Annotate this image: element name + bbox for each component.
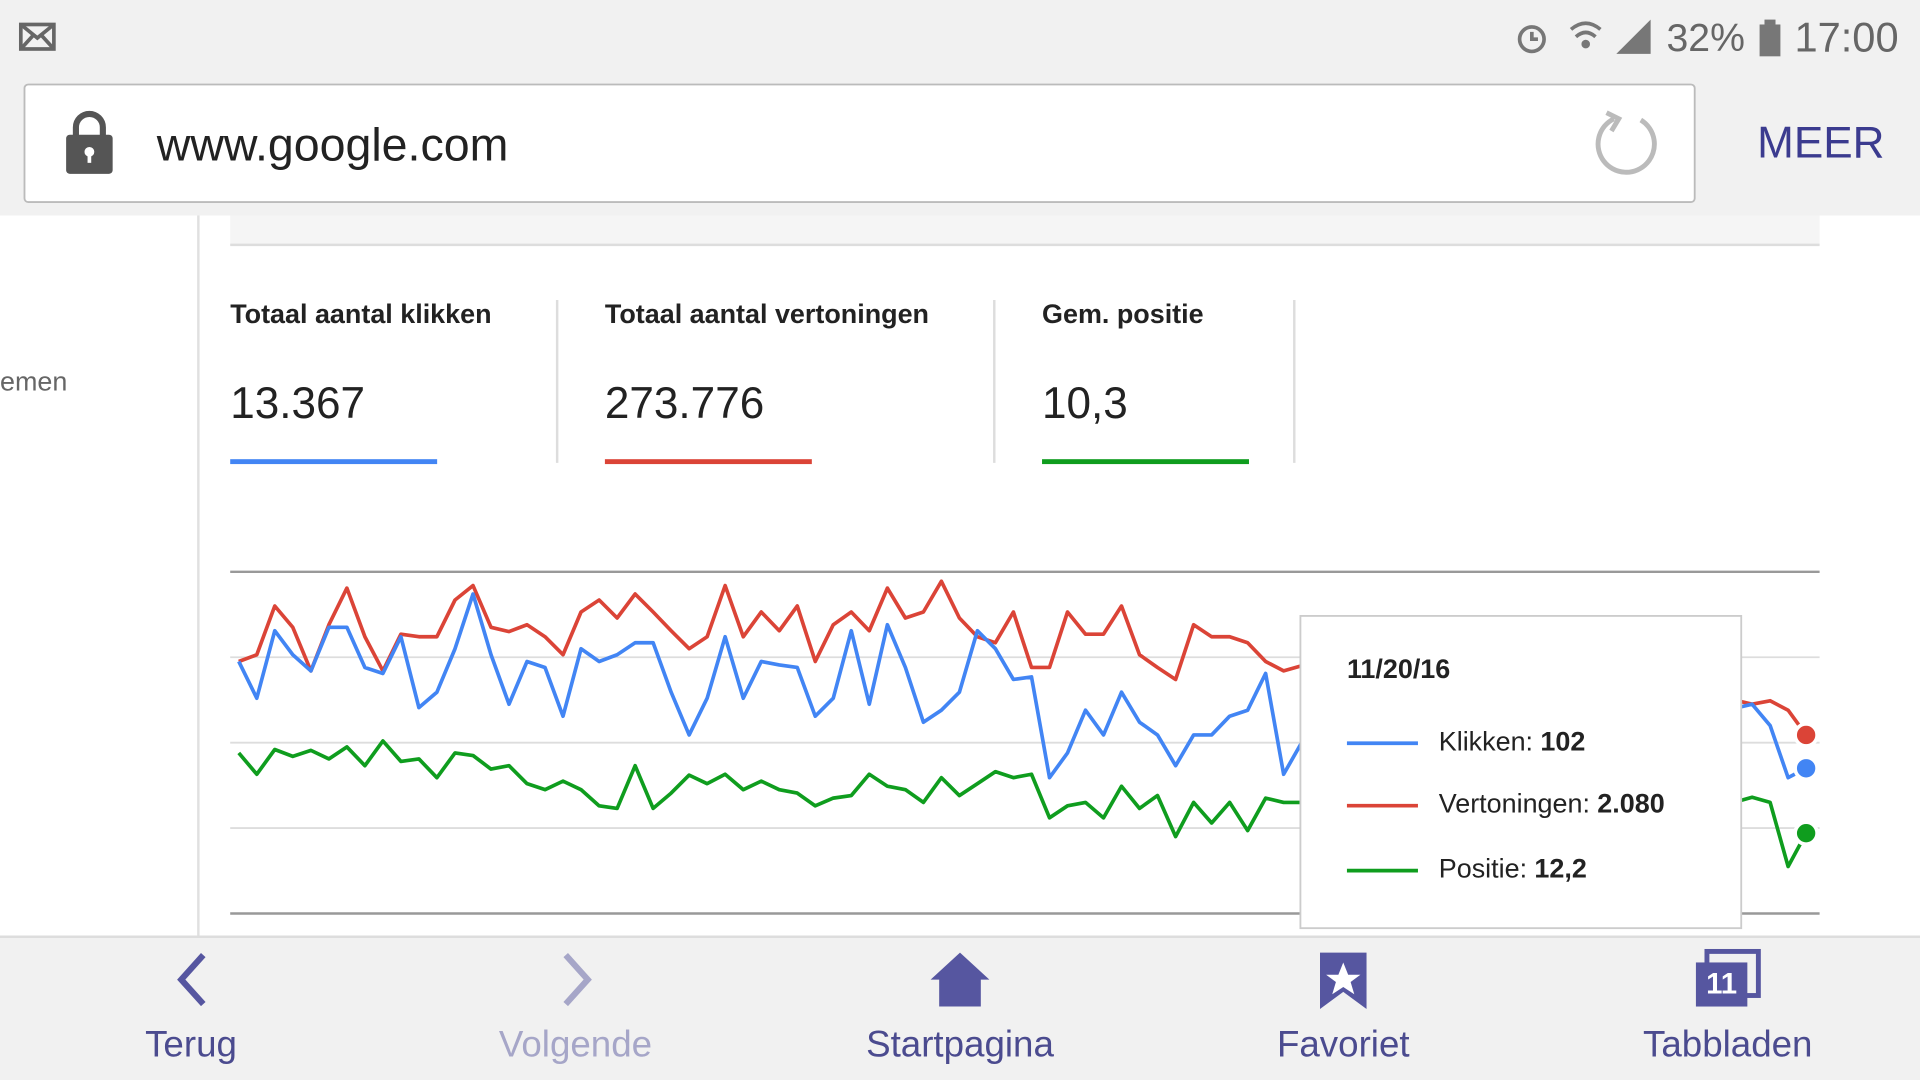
sidebar-text: emen: [0, 366, 67, 396]
nav-label[interactable]: Favoriet: [1277, 1024, 1410, 1065]
forward-icon[interactable]: [563, 953, 592, 1007]
mail-icon: [18, 22, 56, 51]
tabs-icon[interactable]: 11: [1695, 948, 1761, 1007]
address-bar[interactable]: [23, 83, 1696, 203]
tooltip-box: [1299, 615, 1743, 930]
home-icon[interactable]: [930, 952, 990, 1007]
tab-count: 11: [1706, 967, 1737, 1000]
tooltip-value: 102: [1540, 726, 1585, 756]
metric-label: Gem. positie: [1042, 299, 1204, 329]
nav-label[interactable]: Volgende: [499, 1024, 652, 1065]
nav-label[interactable]: Tabbladen: [1643, 1024, 1812, 1065]
tooltip-date: 11/20/16: [1347, 654, 1450, 684]
bookmark-icon[interactable]: [1320, 952, 1367, 1009]
tooltip-row: Klikken: 102: [1439, 726, 1586, 756]
battery-percent: 32%: [1667, 17, 1745, 60]
metrics: Totaal aantal klikken 13.367 Totaal aantal…: [230, 299, 1296, 465]
url[interactable]: www.google.com: [156, 118, 509, 170]
metric-underline: [1042, 459, 1249, 465]
tooltip-row: Vertoningen: 2.080: [1439, 789, 1665, 819]
tooltip-value: 2.080: [1597, 789, 1664, 819]
tooltip-label: Positie:: [1439, 854, 1527, 884]
nav-label[interactable]: Terug: [145, 1024, 237, 1065]
metric-label: Totaal aantal klikken: [230, 299, 491, 329]
metric-label: Totaal aantal vertoningen: [605, 299, 929, 329]
metric-underline: [230, 459, 438, 465]
metric-value: 13.367: [230, 379, 365, 428]
series-end-dot: [1793, 722, 1819, 748]
status-icons: [1517, 19, 1781, 57]
back-icon[interactable]: [177, 953, 206, 1007]
tooltip-value: 12,2: [1534, 854, 1586, 884]
clock: 17:00: [1794, 13, 1898, 60]
reload-button[interactable]: [1595, 110, 1657, 175]
panel-header: [230, 215, 1820, 245]
nav-label[interactable]: Startpagina: [866, 1024, 1054, 1065]
metric-underline: [604, 459, 812, 465]
tooltip-label: Klikken:: [1439, 726, 1533, 756]
metric-value: 273.776: [605, 379, 764, 428]
metric-value: 10,3: [1042, 379, 1128, 428]
series-end-dot: [1793, 820, 1819, 847]
series-end-dot: [1793, 755, 1819, 782]
tooltip: 11/20/16 Klikken: 102 Vertoningen: 2.080 Pos…: [1299, 615, 1743, 930]
menu-button[interactable]: MEER: [1757, 118, 1884, 167]
lock-icon: [66, 110, 113, 174]
tooltip-label: Vertoningen:: [1439, 789, 1590, 819]
tooltip-row: Positie: 12,2: [1439, 854, 1587, 884]
